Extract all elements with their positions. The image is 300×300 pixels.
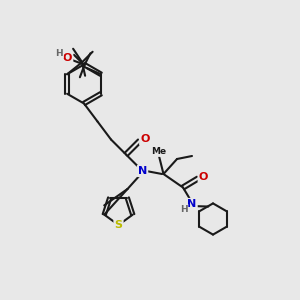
Text: N: N	[138, 166, 147, 176]
Text: N: N	[188, 199, 196, 209]
Text: O: O	[63, 53, 72, 64]
Text: O: O	[140, 134, 150, 145]
Text: O: O	[199, 172, 208, 182]
Text: H: H	[55, 49, 63, 58]
Text: Me: Me	[152, 147, 166, 156]
Text: H: H	[180, 205, 188, 214]
Text: S: S	[115, 220, 122, 230]
